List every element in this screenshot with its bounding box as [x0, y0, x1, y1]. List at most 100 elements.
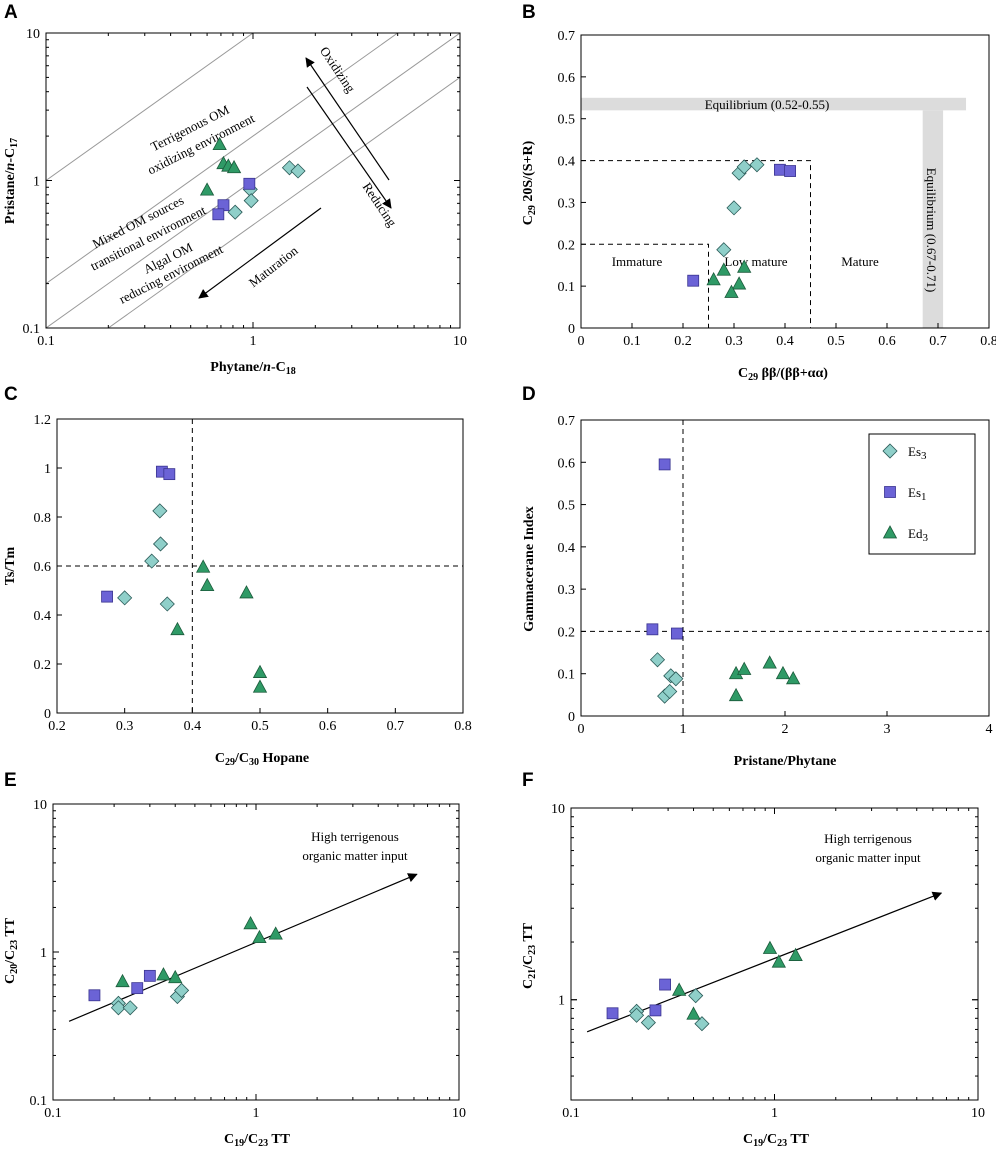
panel-label-b: B — [522, 2, 536, 23]
y-tick-label-c: 1.2 — [34, 413, 52, 428]
es3-point-b-5 — [716, 242, 732, 258]
x-tick-label-b: 0.5 — [827, 334, 845, 349]
es3-point-f-5 — [694, 1016, 710, 1032]
ed3-point-c-4 — [170, 621, 185, 636]
annotation-high-terrigenous: High terrigenous — [311, 829, 399, 844]
es1-point-c-2 — [163, 468, 176, 481]
es3-point-f-2 — [629, 1007, 645, 1023]
label-part: 30 — [249, 757, 259, 768]
equilibrium-horizontal-label: Equilibrium (0.52-0.55) — [705, 97, 830, 112]
es3-point-d-1 — [649, 652, 666, 668]
label-part: 29 — [225, 757, 235, 768]
chart-d: 0 1 2 3 400.10.20.30.40.50.60.7Es3Es1Ed3Pris… — [522, 414, 993, 769]
x-tick-label-c: 0.4 — [184, 719, 202, 734]
y-tick-label-d: 0.2 — [558, 625, 576, 640]
y-tick-label-d: 0.3 — [558, 583, 576, 598]
x-tick-label-b: 0.7 — [929, 334, 947, 349]
ed3-point-f-3 — [762, 940, 778, 954]
label-part: 23 — [527, 945, 538, 955]
mature-boundary — [581, 160, 811, 328]
ed3-point-c-6 — [252, 679, 268, 693]
x-tick-label-d: 2 — [782, 722, 789, 737]
x-tick-label-b: 0.3 — [725, 334, 743, 349]
x-tick-label-c: 0.2 — [48, 719, 66, 734]
y-tick-label-b: 0.1 — [558, 280, 576, 295]
label-part: /C — [234, 751, 249, 766]
label-part: /C — [3, 950, 18, 965]
y-tick-label-f: 1 — [558, 994, 565, 1009]
label-part: C — [3, 974, 18, 984]
y-tick-label-b: 0.3 — [558, 196, 576, 211]
es3-point-c-1 — [152, 503, 168, 519]
label-part: -C — [271, 360, 286, 375]
y-tick-label-b: 0.4 — [558, 155, 576, 170]
ed3-point-e-1 — [115, 973, 130, 988]
label-part: Gammacerane Index — [522, 506, 537, 632]
boundary-line-1 — [46, 33, 254, 181]
label-part: TT — [787, 1132, 810, 1147]
ed3-point-b-2 — [737, 259, 752, 273]
y-tick-label-e: 0.1 — [30, 1094, 48, 1109]
x-tick-label-f: 10 — [971, 1106, 985, 1121]
legend-marker-es3 — [882, 443, 898, 459]
x-axis-title-f: C19/C23 TT — [743, 1132, 810, 1149]
label-part: C — [215, 751, 225, 766]
ed3-point-c-5 — [252, 664, 268, 678]
panel-label-d: D — [522, 384, 536, 405]
es3-point-f-4 — [688, 988, 704, 1004]
es1-point-b-2 — [784, 165, 796, 177]
y-tick-label-f: 10 — [551, 802, 565, 817]
label-part: 17 — [9, 138, 20, 148]
chart-f: 0.1 1 10 1 10 High terrigenous organic matter … — [521, 802, 985, 1149]
y-tick-label-a: 0.1 — [23, 322, 41, 337]
annotation-oxidizing: Oxidizing — [317, 44, 359, 96]
label-part: 23 — [9, 940, 20, 950]
es3-point-e-3 — [122, 1000, 138, 1016]
es1-point-b-1 — [774, 163, 786, 176]
x-tick-label-f: 0.1 — [562, 1106, 580, 1121]
label-part: C — [738, 366, 748, 381]
legend-label-base: Es — [908, 444, 921, 459]
annotation-maturation: Maturation — [246, 242, 301, 290]
ed3-point-f-1 — [671, 982, 687, 996]
ed3-point-d-2 — [737, 661, 752, 675]
label-part: 29 — [527, 205, 538, 215]
chart-b: Equilibrium (0.52-0.55) Equilibrium (0.67… — [521, 29, 996, 383]
label-part: 23 — [258, 1138, 268, 1149]
y-tick-label-b: 0 — [568, 322, 575, 337]
label-part: 21 — [527, 969, 538, 979]
label-part: 20 — [9, 964, 20, 974]
immature-boundary — [581, 243, 709, 328]
label-part: n — [263, 360, 271, 375]
y-tick-label-b: 0.6 — [558, 71, 576, 86]
reducing-arrow — [306, 86, 392, 209]
legend-label-ed3: Ed3 — [908, 526, 928, 544]
x-tick-label-c: 0.3 — [116, 719, 134, 734]
boundary-line-2 — [46, 33, 398, 285]
legend-label-base: Es — [908, 485, 921, 500]
panel-label-e: E — [4, 770, 17, 791]
es3-point-d-3 — [668, 671, 684, 687]
es1-point-a-1 — [243, 177, 256, 190]
y-tick-label-c: 0.6 — [34, 560, 52, 575]
x-tick-label-b: 0.4 — [776, 334, 794, 349]
terrigenous-trend-arrow — [68, 873, 418, 1022]
ed3-point-d-5 — [775, 665, 791, 680]
annotation-organic-matter-input: organic matter input — [815, 850, 921, 865]
x-tick-label-a: 10 — [453, 334, 467, 349]
annotation-reducing: Reducing — [360, 180, 401, 230]
x-tick-label-f: 1 — [771, 1106, 778, 1121]
x-tick-label-b: 0 — [578, 334, 585, 349]
x-tick-label-c: 0.6 — [319, 719, 337, 734]
y-tick-label-e: 1 — [40, 946, 47, 961]
annotation-organic-matter-input: organic matter input — [302, 848, 408, 863]
label-part: Phytane/ — [210, 360, 264, 375]
ed3-point-a-5 — [199, 182, 215, 196]
y-tick-label-a: 10 — [26, 27, 40, 42]
x-tick-label-e: 1 — [253, 1106, 260, 1121]
y-tick-label-c: 0.4 — [34, 609, 52, 624]
y-tick-label-d: 0.1 — [558, 668, 576, 683]
x-axis-title-e: C19/C23 TT — [224, 1132, 291, 1149]
ed3-point-d-6 — [785, 670, 801, 685]
y-axis-title-e: C20/C23 TT — [3, 917, 20, 984]
